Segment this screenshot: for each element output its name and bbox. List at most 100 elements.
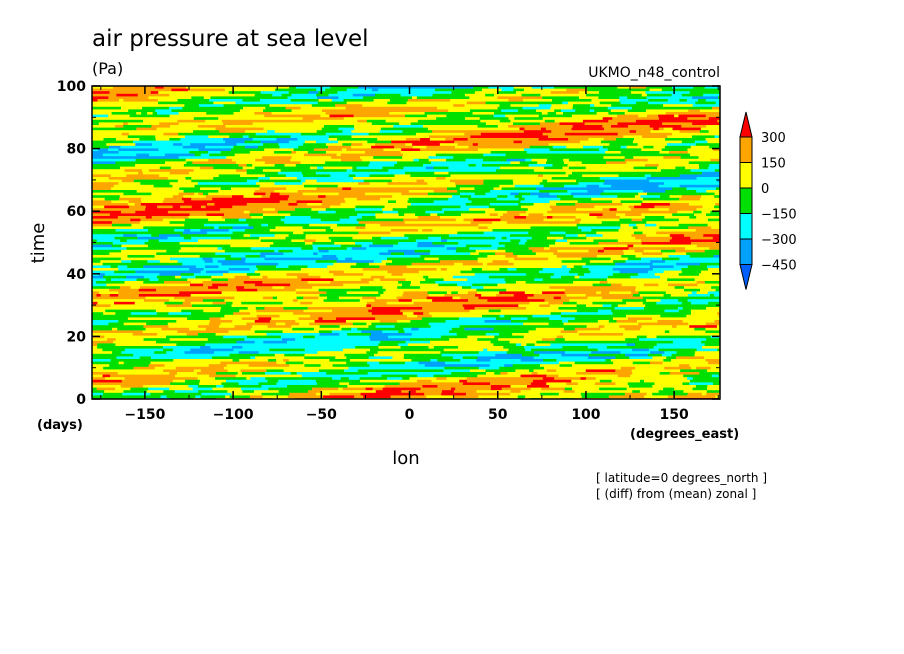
heatmap-cell [160, 140, 180, 144]
heatmap-cell [297, 140, 306, 144]
heatmap-cell [600, 140, 623, 144]
heatmap-cell [308, 169, 320, 173]
heatmap-cell [577, 226, 594, 230]
heatmap-cell [663, 387, 675, 391]
heatmap-cell [226, 312, 234, 316]
heatmap-cell [368, 356, 393, 360]
heatmap-cell [117, 226, 144, 230]
heatmap-cell [276, 265, 289, 269]
heatmap-cell [117, 327, 147, 331]
heatmap-cell [664, 351, 678, 355]
heatmap-cell [318, 210, 337, 214]
heatmap-cell [370, 226, 401, 230]
heatmap-cell [412, 96, 418, 100]
heatmap-cell [671, 359, 682, 362]
heatmap-cell [338, 192, 366, 196]
heatmap-cell [619, 218, 632, 222]
heatmap-cell [506, 286, 532, 290]
heatmap-cell [518, 192, 531, 196]
heatmap-cell [262, 208, 276, 212]
heatmap-cell [630, 374, 656, 378]
heatmap-cell [393, 288, 423, 292]
heatmap-cell [136, 182, 141, 186]
heatmap-cell [572, 153, 581, 157]
heatmap-cell [524, 127, 533, 131]
heatmap-cell [477, 291, 500, 295]
heatmap-cell [141, 213, 157, 217]
heatmap-cell [285, 106, 302, 110]
heatmap-cell [265, 174, 287, 178]
heatmap-cell [473, 86, 489, 89]
heatmap-cell [666, 356, 677, 360]
heatmap-cell [445, 112, 469, 115]
heatmap-cell [185, 239, 199, 243]
heatmap-cell [585, 234, 604, 238]
heatmap-cell [503, 330, 512, 334]
heatmap-cell [194, 366, 206, 370]
heatmap-cell [626, 145, 644, 149]
heatmap-cell [308, 369, 320, 373]
heatmap-cell [271, 260, 278, 264]
heatmap-cell [506, 158, 526, 162]
heatmap-cell [212, 260, 219, 264]
heatmap-cell [694, 288, 701, 292]
heatmap-cell [449, 86, 474, 89]
heatmap-cell [193, 210, 218, 214]
heatmap-cell [669, 203, 690, 206]
heatmap-cell [600, 171, 622, 175]
heatmap-cell [250, 91, 262, 95]
colorbar-swatch [739, 111, 753, 138]
heatmap-cell [580, 197, 592, 201]
heatmap-cell [193, 307, 222, 310]
heatmap-cell [696, 190, 707, 193]
heatmap-cell [371, 169, 389, 173]
heatmap-cell [458, 91, 476, 95]
heatmap-cell [327, 307, 335, 310]
heatmap-cell [437, 247, 448, 251]
heatmap-cell [288, 195, 319, 199]
heatmap-cell [242, 135, 250, 139]
heatmap-cell [512, 179, 524, 183]
heatmap-cell [276, 361, 287, 365]
heatmap-cell [340, 244, 363, 248]
heatmap-cell [571, 379, 585, 383]
heatmap-cell [338, 127, 355, 131]
heatmap-cell [498, 395, 519, 399]
heatmap-cell [118, 151, 147, 154]
heatmap-cell [326, 377, 333, 381]
heatmap-cell [273, 395, 289, 399]
heatmap-cell [506, 132, 530, 136]
heatmap-cell [468, 322, 484, 326]
heatmap-cell [280, 218, 309, 222]
heatmap-cell [111, 200, 130, 204]
heatmap-cell [259, 184, 285, 188]
heatmap-cell [356, 218, 375, 222]
heatmap-cell [301, 247, 314, 251]
heatmap-cell [149, 153, 160, 157]
heatmap-cell [564, 132, 573, 136]
heatmap-cell [380, 190, 410, 193]
heatmap-cell [154, 247, 182, 251]
heatmap-cell [581, 229, 592, 232]
heatmap-cell [542, 291, 566, 295]
heatmap-cell [532, 127, 542, 131]
heatmap-cell [618, 229, 642, 232]
heatmap-cell [231, 304, 245, 308]
heatmap-cell [603, 301, 627, 305]
heatmap-cell [554, 109, 562, 113]
heatmap-cell [507, 195, 516, 199]
heatmap-cell [92, 213, 111, 217]
heatmap-cell [502, 301, 530, 305]
heatmap-cell [123, 390, 148, 394]
heatmap-cell [293, 312, 315, 316]
heatmap-cell [700, 197, 710, 201]
heatmap-cell [567, 255, 598, 258]
heatmap-cell [602, 340, 621, 344]
heatmap-cell [320, 164, 341, 167]
heatmap-cell [187, 93, 217, 97]
heatmap-cell [460, 164, 469, 167]
heatmap-cell [236, 286, 245, 290]
heatmap-cell [478, 226, 489, 230]
heatmap-cell [177, 119, 206, 123]
heatmap-cell [288, 203, 298, 206]
